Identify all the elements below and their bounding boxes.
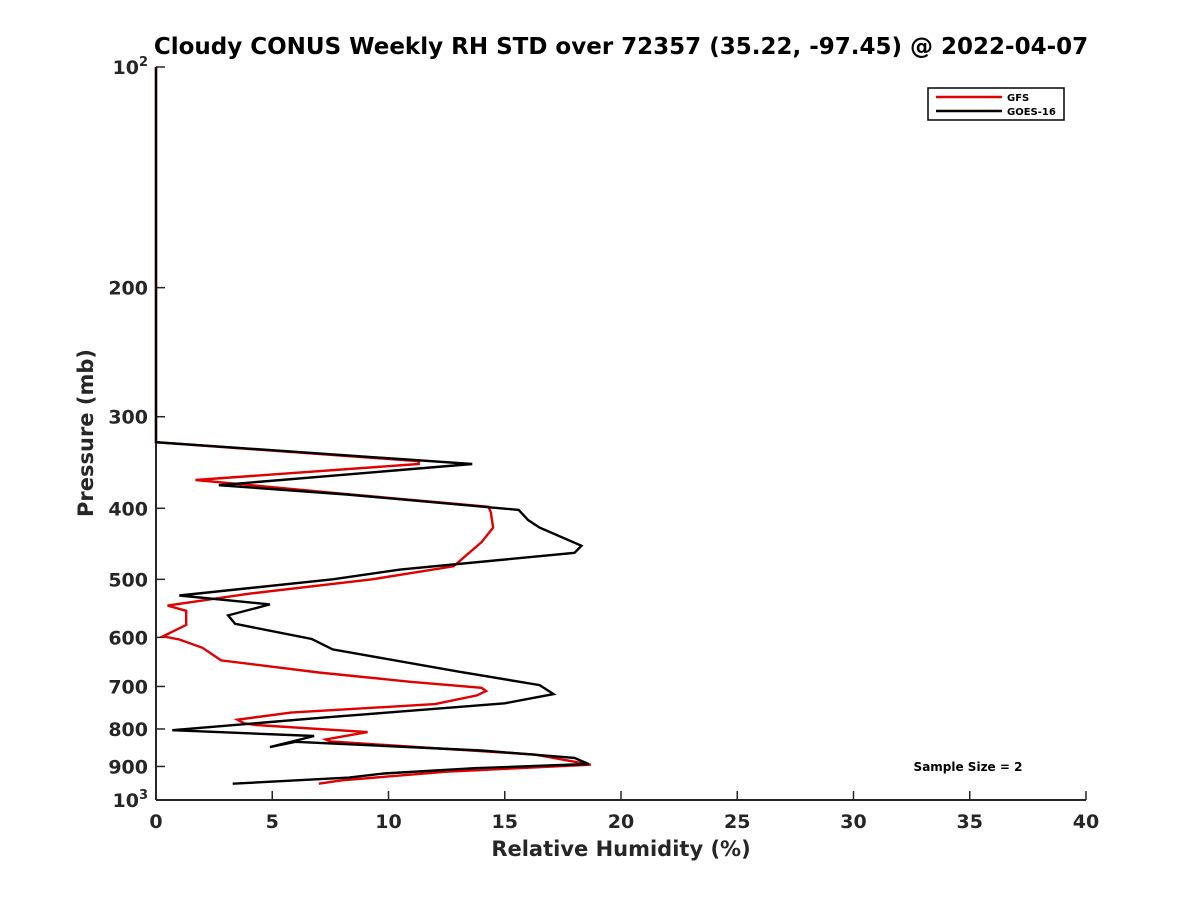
y-axis-label: Pressure (mb): [74, 349, 98, 517]
y-tick-label: 700: [108, 676, 148, 698]
x-tick-label: 30: [840, 811, 866, 833]
y-tick-base: 10: [113, 57, 139, 79]
legend-label: GFS: [1007, 93, 1029, 104]
legend-box: [927, 87, 1065, 121]
y-tick-label: 102: [113, 55, 149, 79]
x-tick-label: 35: [957, 811, 983, 833]
chart-title: Cloudy CONUS Weekly RH STD over 72357 (3…: [154, 34, 1088, 60]
x-tick-label: 40: [1073, 811, 1099, 833]
x-tick-label: 10: [375, 811, 401, 833]
y-tick-label: 103: [113, 788, 149, 812]
series-line-gfs: [154, 67, 592, 785]
x-tick-label: 25: [724, 811, 750, 833]
y-tick-exponent: 3: [139, 788, 148, 803]
y-tick-label: 300: [108, 407, 148, 429]
y-tick-label: 800: [108, 719, 148, 741]
y-tick-base: 10: [113, 790, 139, 812]
y-tick-exponent: 2: [139, 55, 148, 70]
series-layer: [154, 67, 592, 785]
y-tick-label: 200: [108, 278, 148, 300]
axes: 0 5 10 15 20 25 30 35 40102200300400500600700800…: [108, 55, 1099, 833]
x-tick-label: 0: [149, 811, 162, 833]
sample-size-annotation: Sample Size = 2: [914, 760, 1023, 774]
y-tick-label: 600: [108, 627, 148, 649]
y-tick-label: 900: [108, 756, 148, 778]
legend-label: GOES-16: [1007, 107, 1056, 118]
x-tick-label: 15: [492, 811, 518, 833]
legend: GFS GOES-16: [927, 87, 1065, 121]
x-axis-label: Relative Humidity (%): [491, 837, 750, 861]
y-tick-label: 500: [108, 569, 148, 591]
x-tick-label: 5: [266, 811, 279, 833]
series-line-goes-16: [154, 67, 589, 785]
x-tick-label: 20: [608, 811, 634, 833]
y-tick-label: 400: [108, 498, 148, 520]
